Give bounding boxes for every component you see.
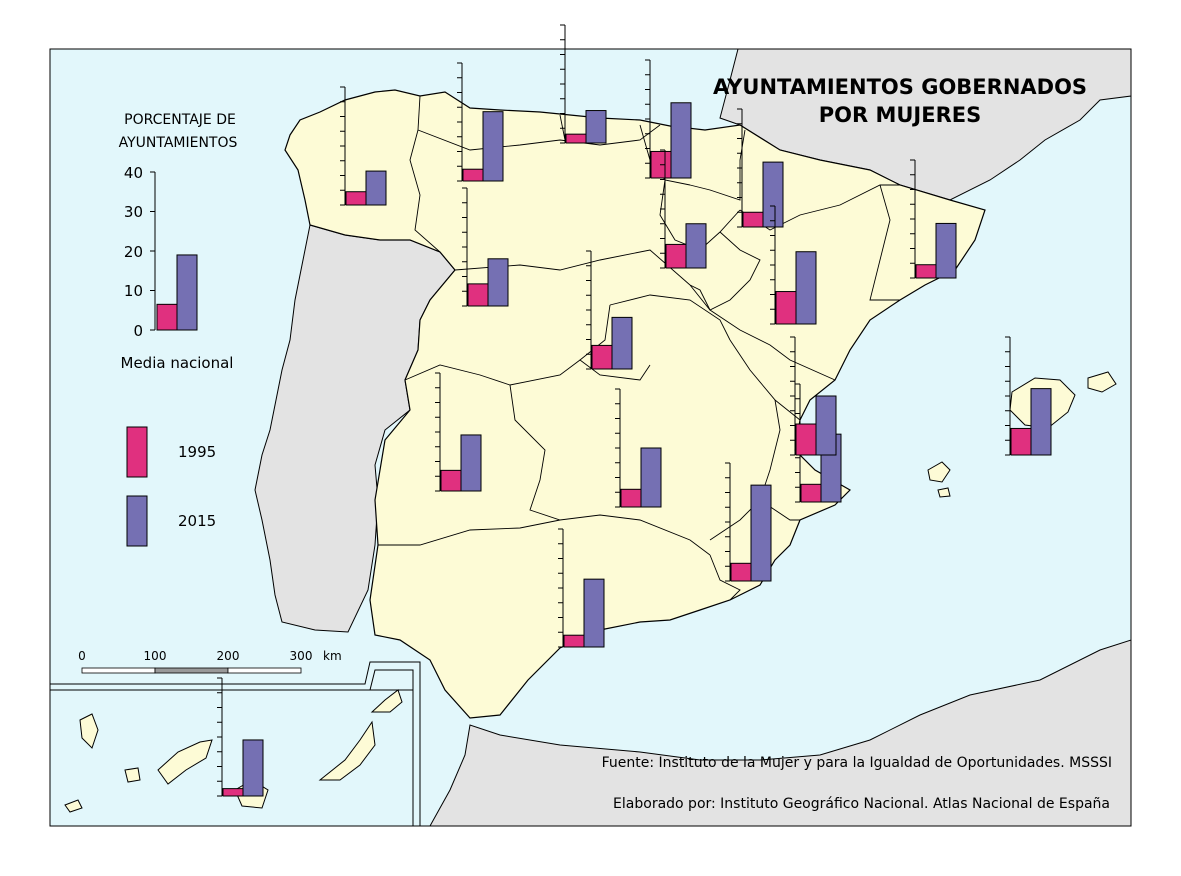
region-bar-1995	[800, 483, 822, 503]
region-chart	[725, 462, 772, 582]
region-bar-1995	[591, 344, 613, 370]
legend-tick-label: 30	[124, 203, 143, 221]
tenerife-island	[157, 739, 213, 785]
region-bar-1995	[467, 283, 489, 307]
map-title-line2: POR MUJERES	[819, 103, 981, 127]
region-bar-2015	[460, 434, 482, 492]
national-average-label: Media nacional	[121, 354, 234, 372]
region-chart	[462, 187, 509, 307]
region-chart	[615, 388, 662, 508]
legend: PORCENTAJE DE AYUNTAMIENTOS 40 30 20 10 …	[119, 112, 238, 547]
source-text: Fuente: Instituto de la Mujer y para la …	[602, 755, 1112, 771]
region-bar-2015	[611, 316, 633, 370]
region-bar-1995	[1010, 427, 1032, 456]
region-bar-1995	[345, 191, 367, 206]
region-bar-1995	[775, 291, 797, 325]
region-chart	[560, 24, 607, 144]
la-gomera-island	[124, 767, 141, 783]
region-bar-2015	[482, 111, 504, 182]
scale-segment	[154, 667, 229, 674]
national-average-bar-1995	[156, 303, 178, 331]
region-bar-2015	[670, 102, 692, 179]
legend-tick-label: 20	[124, 243, 143, 261]
region-bar-2015	[1030, 388, 1052, 456]
fuerteventura-island	[318, 720, 376, 781]
region-bar-2015	[583, 578, 605, 648]
scale-segment	[227, 667, 302, 674]
region-bar-1995	[795, 423, 817, 456]
region-chart	[435, 372, 482, 492]
legend-label-2015: 2015	[178, 512, 216, 530]
scale-segment	[81, 667, 156, 674]
region-bar-1995	[565, 133, 587, 144]
region-chart	[586, 250, 633, 370]
africa-landmass	[429, 639, 1132, 827]
region-bar-1995	[462, 168, 484, 182]
region-bar-1995	[222, 788, 244, 797]
region-chart	[770, 205, 817, 325]
region-bar-2015	[762, 161, 784, 228]
region-chart	[217, 677, 264, 797]
map-title-line1: AYUNTAMIENTOS GOBERNADOS	[713, 75, 1087, 99]
region-bar-2015	[487, 258, 509, 307]
legend-axis-title-line2: AYUNTAMIENTOS	[119, 135, 238, 151]
region-bar-2015	[935, 222, 957, 279]
legend-axis-title-line1: PORCENTAJE DE	[124, 112, 236, 128]
legend-tick-label: 40	[124, 164, 143, 182]
credit-text: Elaborado por: Instituto Geográfico Naci…	[613, 796, 1110, 812]
formentera-island	[937, 487, 951, 498]
national-average-bar-2015	[176, 254, 198, 331]
region-chart	[340, 86, 387, 206]
region-bar-2015	[585, 110, 607, 144]
region-bar-1995	[742, 211, 764, 228]
legend-swatch-2015	[126, 495, 148, 547]
region-bar-1995	[563, 634, 585, 648]
region-chart	[737, 108, 784, 228]
region-bar-2015	[815, 395, 837, 456]
region-bar-2015	[365, 170, 387, 206]
scale-tick-label: 100	[144, 649, 167, 663]
region-bar-1995	[665, 243, 687, 269]
region-bar-2015	[640, 447, 662, 508]
legend-swatch-1995	[126, 426, 148, 478]
region-chart	[660, 149, 707, 269]
lanzarote-island	[370, 689, 403, 713]
region-chart	[790, 336, 837, 456]
region-chart	[1005, 336, 1052, 456]
region-bar-1995	[620, 488, 642, 508]
ibiza-island	[927, 461, 951, 483]
legend-tick-label: 10	[124, 282, 143, 300]
region-bar-1995	[915, 264, 937, 279]
region-bar-1995	[440, 469, 462, 492]
region-bar-2015	[685, 223, 707, 269]
scale-tick-label: 0	[78, 649, 86, 663]
canary-frame-line	[50, 661, 421, 826]
region-chart	[558, 528, 605, 648]
menorca-island	[1087, 371, 1117, 393]
legend-tick-label: 0	[133, 322, 143, 340]
region-bar-2015	[242, 739, 264, 797]
region-chart	[910, 159, 957, 279]
legend-label-1995: 1995	[178, 443, 216, 461]
map-frame	[49, 48, 1132, 827]
region-bar-1995	[730, 562, 752, 582]
canary-frame-line-inner	[369, 669, 414, 691]
region-bar-2015	[750, 484, 772, 582]
scale-tick-label: 300	[290, 649, 313, 663]
region-bar-2015	[795, 251, 817, 325]
region-charts	[217, 24, 1052, 797]
el-hierro-island	[64, 799, 83, 813]
la-palma-island	[79, 713, 99, 749]
scale-tick-label: 200	[217, 649, 240, 663]
region-chart	[457, 62, 504, 182]
scale-bar: 0 100 200 300 km	[78, 649, 342, 674]
scale-unit: km	[323, 649, 342, 663]
